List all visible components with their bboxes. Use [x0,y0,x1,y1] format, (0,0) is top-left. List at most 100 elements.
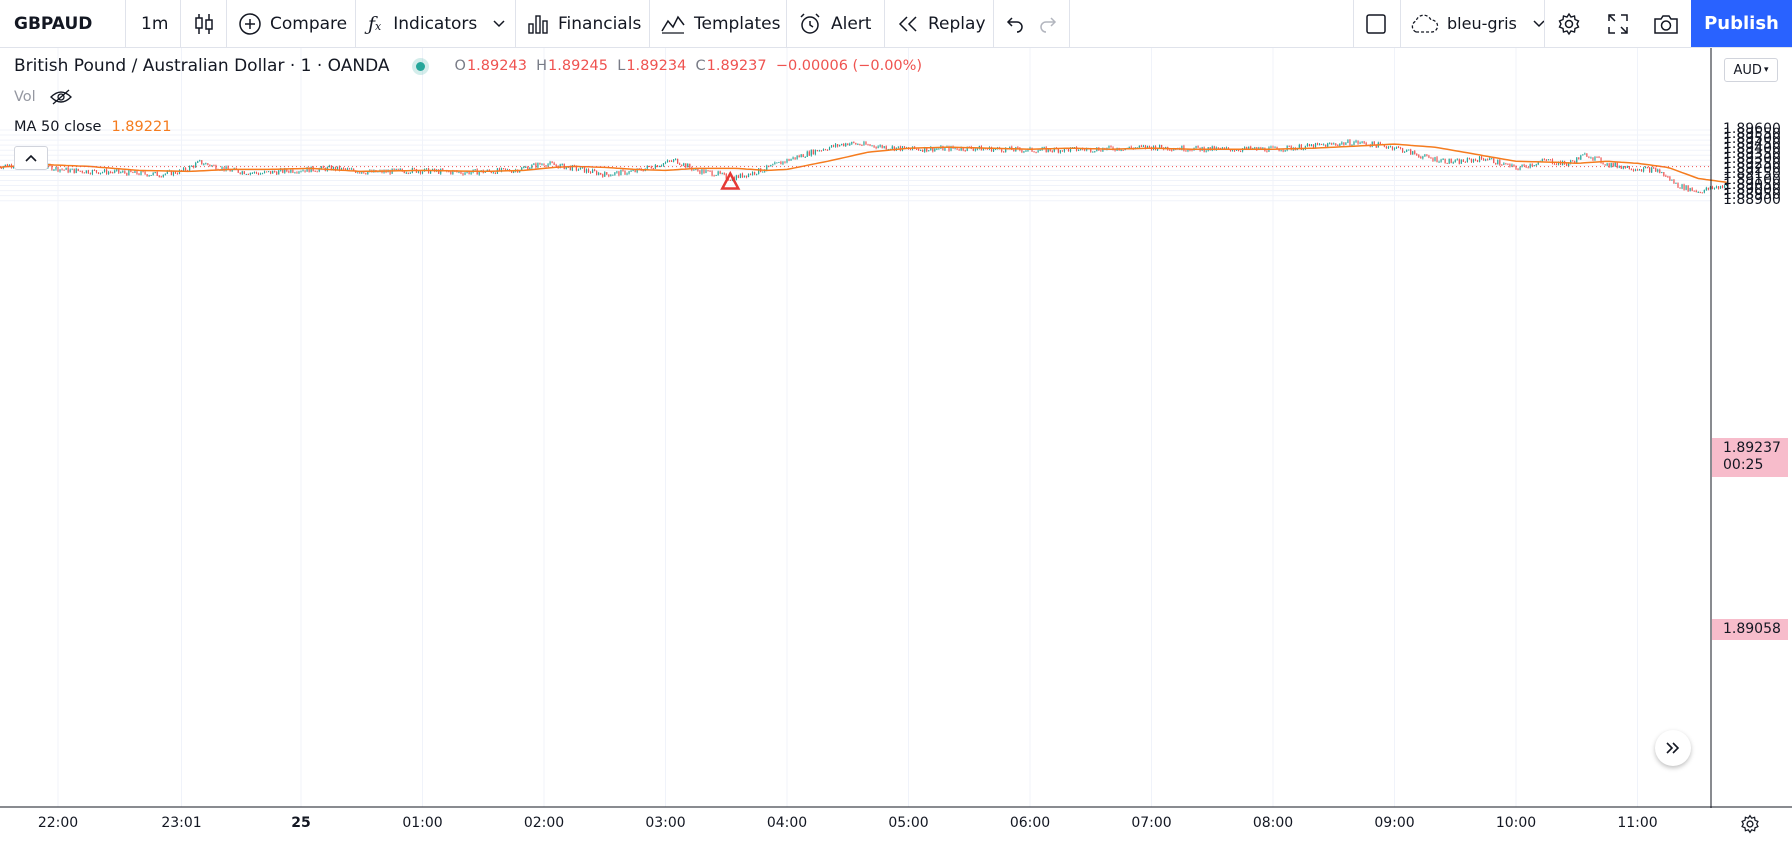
candle-body [432,168,434,171]
candle-body [930,147,932,151]
indicators-button[interactable]: ƒx Indicators [368,0,505,47]
volume-legend[interactable]: Vol [14,89,72,105]
candle-body [1519,167,1521,170]
candle-body [263,171,266,174]
candle-body [909,149,912,151]
chevron-down-icon[interactable] [493,19,505,28]
candle-body [656,165,658,168]
camera-icon [1654,14,1678,34]
candle-body [723,173,725,175]
candle-body [818,150,820,152]
candle-body [1069,147,1072,152]
candle-body [865,142,867,145]
candle-body [545,165,547,167]
layout-button[interactable]: bleu-gris [1409,0,1545,47]
candle-body [1483,158,1485,161]
candle-body [1420,157,1422,159]
screenshot-button[interactable] [1653,0,1679,47]
candle-body [450,171,452,174]
axis-settings-button[interactable] [1740,814,1760,838]
candle-body [0,167,2,169]
candle-body [176,173,179,175]
candle-body [652,168,654,170]
candle-body [1100,150,1102,152]
candle-body [1120,149,1122,151]
candle-body [1385,146,1387,149]
low-key: L [617,58,626,74]
candle-body [1357,140,1359,144]
candle-body [207,163,209,165]
candle-body [1559,161,1562,165]
fullscreen-toggle-button[interactable] [1365,0,1387,47]
double-chevron-right-icon [1666,742,1680,754]
candle-body [531,164,533,168]
candle-body [500,168,503,172]
candle-body [1406,149,1408,152]
candle-body [853,141,855,143]
publish-button[interactable]: Publish [1691,0,1792,47]
currency-button[interactable]: AUD ▾ [1724,58,1778,82]
replay-button[interactable]: Replay [897,0,986,47]
candle-body [699,170,701,174]
compare-button[interactable]: Compare [238,0,347,47]
candle-body [1711,186,1714,189]
candle-body [1231,150,1234,152]
high-key: H [536,58,548,74]
ma-legend[interactable]: MA 50 close 1.89221 [14,119,171,135]
candle-body [1533,165,1535,167]
candle-body [839,145,841,147]
price-tick-label: 1.89550 [1723,126,1781,143]
candle-body [602,174,604,177]
redo-button[interactable] [1039,0,1059,47]
candle-body [310,166,312,173]
chart-type-button[interactable] [194,0,214,47]
candle-body [1683,184,1685,190]
candle-body [1051,150,1053,152]
candle-body [786,159,788,163]
candle-body [849,143,851,146]
rewind-icon [898,15,917,32]
candle-body [1306,144,1309,147]
settings-button[interactable] [1557,0,1581,47]
candle-body [1023,151,1025,153]
candle-body [1476,160,1479,162]
candle-body [1219,147,1221,149]
candle-body [1640,169,1643,172]
candle-body [1537,162,1539,165]
candle-body [75,168,77,173]
symbol-search-button[interactable]: GBPAUD [14,0,92,47]
alert-button[interactable]: Alert [798,0,871,47]
ma50-line [0,143,1727,184]
candle-body [154,172,156,174]
scroll-to-realtime-button[interactable] [1655,730,1691,766]
interval-button[interactable]: 1m [141,0,168,47]
financials-button[interactable]: Financials [527,0,641,47]
candle-body [1616,162,1618,168]
financials-label: Financials [558,13,642,34]
candle-body [1527,167,1529,169]
eye-hidden-icon[interactable] [49,89,72,105]
fullscreen-button[interactable] [1607,0,1629,47]
undo-button[interactable] [1004,0,1024,47]
candle-body [790,159,792,161]
candle-body [1521,164,1523,168]
price-chart[interactable] [0,48,1792,843]
candle-body [112,172,114,174]
candle-body [1566,163,1568,166]
candle-body [587,169,590,173]
candle-body [1499,160,1501,165]
candle-body [535,163,537,168]
candle-body [95,170,98,173]
chevron-down-icon[interactable] [1533,19,1545,28]
candle-body [85,170,87,174]
collapse-legend-button[interactable] [14,146,48,170]
candle-body [616,171,618,173]
candle-body [519,170,521,173]
candle-body [539,162,541,165]
candle-body [99,172,102,174]
candle-body [342,167,345,169]
templates-button[interactable]: Templates [661,0,780,47]
candle-body [543,164,545,166]
candle-body [814,150,816,155]
candle-body [1090,148,1092,152]
